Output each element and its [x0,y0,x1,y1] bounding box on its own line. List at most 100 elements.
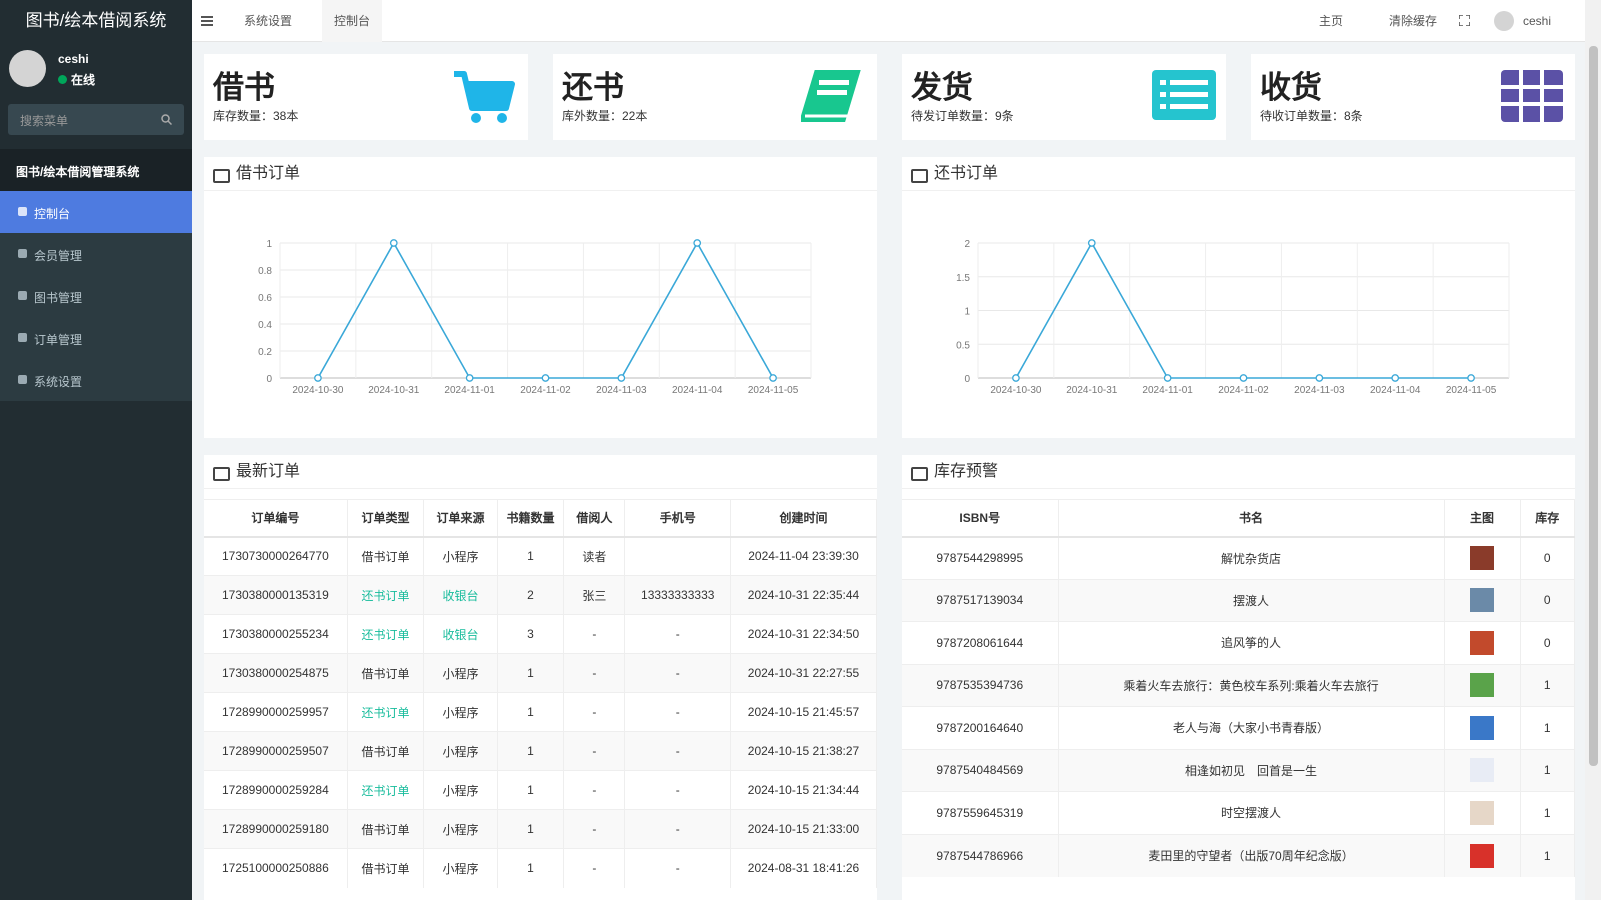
cell: - [563,614,626,654]
row: 9787544298995 解忧杂货店 0 [902,536,1575,579]
top-user[interactable]: ceshi [1523,14,1552,28]
y-tick-label: 1.5 [956,273,970,284]
cell: 1730730000264770 [204,536,348,576]
thumbnail[interactable] [1470,758,1495,783]
column-header: 库存 [1520,499,1575,538]
cell: - [563,770,626,810]
menu-toggle[interactable] [201,15,213,27]
thumbnail[interactable] [1470,715,1495,740]
cell: 1725100000250886 [204,848,348,888]
cell: 追风筝的人 [1058,621,1445,664]
x-tick-label: 2024-10-30 [292,385,344,396]
cell: - [563,731,626,771]
cell: 时空摆渡人 [1058,791,1445,834]
y-tick-label: 1 [266,239,272,250]
cell: - [624,614,732,654]
card-title: 收货 [1260,70,1322,105]
cell: 小程序 [423,848,498,888]
cell: 1728990000259180 [204,809,348,849]
cell: 解忧杂货店 [1058,536,1445,579]
row: 9787540484569 相逢如初见 回首是一生 1 [902,748,1575,792]
stat-card[interactable]: 借书库存数量：38本 [204,54,528,140]
image-cell [1444,706,1521,749]
y-tick-label: 0.2 [258,347,272,358]
cell: 1728990000259957 [204,692,348,732]
top-link[interactable]: 清除缓存 [1389,14,1438,28]
thumbnail[interactable] [1470,673,1495,698]
cell: 小程序 [423,809,498,849]
cell: 2024-11-04 23:39:30 [730,536,877,576]
column-header: 订单编号 [204,499,348,538]
fullscreen-icon[interactable] [1459,15,1470,26]
menu-item[interactable]: 图书管理 [0,275,192,317]
card-icon [1152,70,1216,120]
thumbnail[interactable] [1470,546,1495,570]
column-header: 创建时间 [730,499,877,538]
card-title: 发货 [911,70,973,105]
y-tick-label: 0.4 [258,320,272,331]
cell: 1728990000259284 [204,770,348,810]
stat-card[interactable]: 发货 待发订单数量：9条 [902,54,1226,140]
table: 订单编号 订单类型 订单来源 书籍数量 借阅人 手机号 创建时间 17307300002647… [204,499,877,888]
cell: 9787535394736 [902,663,1059,707]
thumbnail[interactable] [1470,630,1495,655]
cell: 2024-10-15 21:34:44 [730,770,877,810]
menu-header[interactable]: 图书/绘本借阅管理系统 [0,149,192,191]
point [1012,374,1020,382]
sidebar-title[interactable]: 图书/绘本借阅系统 [0,0,192,42]
menu-item[interactable]: 订单管理 [0,317,192,359]
card-text: 库存数量：38本 [213,109,299,123]
cell: 读者 [563,536,626,576]
card-text: 待收订单数量：8条 [1260,109,1363,123]
x-tick-label: 2024-11-03 [1294,385,1345,396]
cell: 小程序 [423,731,498,771]
top-link[interactable]: 主页 [1319,14,1344,28]
card-title: 借书 [213,70,275,105]
cell: 1 [497,809,565,849]
row: 1730380000254875 借书订单 小程序 1- -2024-10-31 22:… [204,653,877,693]
top-avatar [1494,11,1514,31]
cell: 小程序 [423,770,498,810]
stat-card[interactable]: 还书 库外数量：22本 [553,54,877,140]
cell: 1 [497,536,565,576]
column-header: ISBN号 [902,499,1059,538]
thumbnail[interactable] [1470,588,1495,613]
cell: 0 [1520,578,1575,622]
card-text: 库外数量：22本 [562,109,648,123]
chart-panel: 借书订单 0 0.2 0.4 0.6 0.8 1 2024-10-30 2024-10-31 20… [204,157,877,438]
x-tick-label: 2024-11-05 [748,385,799,396]
column-header: 借阅人 [563,499,626,538]
menu-item[interactable]: 控制台 [0,191,192,233]
cell: - [563,653,626,693]
menu-item[interactable]: 会员管理 [0,233,192,275]
cell: 还书订单 [347,770,425,810]
row: 9787208061644 追风筝的人 0 [902,621,1575,664]
tab[interactable]: 控制台 [322,0,383,42]
cell: 1730380000255234 [204,614,348,654]
thumbnail[interactable] [1470,843,1495,868]
y-tick-label: 0.8 [258,266,272,277]
cell: 3 [497,614,565,654]
scrollbar[interactable] [1585,0,1601,900]
y-tick-label: 2 [964,239,970,250]
scroll-thumb[interactable] [1589,46,1598,766]
orders-panel: 最新订单 订单编号 订单类型 订单来源 书籍数量 借阅人 手机号 创建时间 173073000… [204,455,877,900]
cell: 乘着火车去旅行：黄色校车系列:乘着火车去旅行 [1058,663,1445,707]
thumbnail[interactable] [1470,800,1495,825]
x-tick-label: 2024-10-30 [990,385,1042,396]
cell: 小程序 [423,653,498,693]
tab[interactable]: 系统设置 [244,14,293,28]
cell: - [624,653,732,693]
search-placeholder: 搜索菜单 [20,114,69,128]
menu-item[interactable]: 系统设置 [0,359,192,401]
point [1087,239,1096,247]
cell: 借书订单 [347,809,425,849]
point [617,374,626,382]
row: 9787559645319 时空摆渡人 1 [902,791,1575,834]
cell: 9787208061644 [902,621,1059,664]
x-tick-label: 2024-11-03 [596,385,647,396]
cell: 1 [497,731,565,771]
search-box[interactable]: 搜索菜单 [8,104,184,135]
stat-card[interactable]: 收货待收订单数量：8条 [1251,54,1575,140]
